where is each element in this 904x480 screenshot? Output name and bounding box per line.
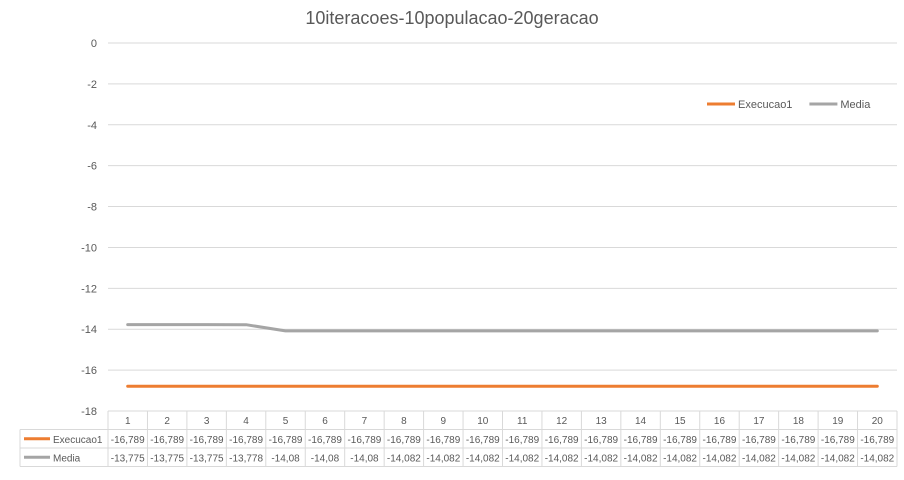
x-tick-label: 17 — [753, 416, 765, 427]
x-tick-label: 3 — [204, 416, 210, 427]
table-cell-value: -14,082 — [781, 453, 815, 464]
legend-label: Media — [840, 99, 871, 111]
x-tick-label: 7 — [362, 416, 368, 427]
table-cell-value: -14,082 — [821, 453, 855, 464]
y-tick-label: -10 — [81, 242, 97, 254]
x-tick-label: 8 — [401, 416, 407, 427]
chart-title: 10iteracoes-10populacao-20geracao — [305, 8, 599, 28]
table-cell-value: -16,789 — [584, 435, 618, 446]
table-cell-value: -16,789 — [821, 435, 855, 446]
y-axis-tick-labels: 0 -2 -4 -6 -8 -10 -12 -14 -16 -18 — [81, 38, 97, 418]
x-tick-label: 9 — [441, 416, 447, 427]
table-cell-value: -16,789 — [663, 435, 697, 446]
data-table: 1 2 3 4 5 6 7 8 9 10 11 12 13 14 15 16 17 18 19 20Execucao1… — [19, 410, 898, 467]
table-cell-value: -14,08 — [311, 453, 340, 464]
x-tick-label: 11 — [517, 416, 528, 427]
table-cell-value: -13,775 — [111, 453, 145, 464]
table-cell-value: -16,789 — [505, 435, 539, 446]
table-cell-value: -16,789 — [426, 435, 460, 446]
table-cell-value: -16,789 — [703, 435, 737, 446]
x-tick-label: 4 — [243, 416, 249, 427]
x-tick-label: 1 — [125, 416, 131, 427]
table-cell-value: -14,082 — [466, 453, 500, 464]
y-tick-label: -8 — [87, 202, 97, 214]
table-cell-value: -16,789 — [860, 435, 894, 446]
y-tick-label: -14 — [81, 324, 97, 336]
table-cell-value: -14,082 — [624, 453, 658, 464]
table-cell-value: -16,789 — [387, 435, 421, 446]
x-tick-label: 6 — [322, 416, 328, 427]
x-tick-label: 18 — [793, 416, 805, 427]
table-cell-value: -13,778 — [229, 453, 263, 464]
table-cell-value: -16,789 — [229, 435, 263, 446]
table-cell-value: -16,789 — [150, 435, 184, 446]
table-cell-value: -16,789 — [624, 435, 658, 446]
table-cell-value: -13,775 — [150, 453, 184, 464]
x-tick-label: 15 — [674, 416, 686, 427]
table-cell-value: -14,08 — [271, 453, 300, 464]
table-cell-value: -14,08 — [350, 453, 379, 464]
y-tick-label: -16 — [81, 365, 97, 377]
table-cell-value: -14,082 — [505, 453, 539, 464]
table-cell-value: -14,082 — [387, 453, 421, 464]
x-tick-label: 5 — [283, 416, 289, 427]
series-lines — [126, 323, 879, 388]
x-tick-label: 19 — [832, 416, 844, 427]
table-cell-value: -14,082 — [663, 453, 697, 464]
table-series-label: Media — [53, 453, 81, 464]
table-cell-value: -16,789 — [111, 435, 145, 446]
x-tick-label: 10 — [477, 416, 489, 427]
table-cell-value: -16,789 — [466, 435, 500, 446]
table-series-label: Execucao1 — [53, 435, 103, 446]
x-tick-label: 13 — [596, 416, 608, 427]
y-tick-label: -4 — [87, 120, 97, 132]
x-tick-label: 12 — [556, 416, 568, 427]
table-cell-value: -16,789 — [347, 435, 381, 446]
gridlines — [108, 42, 897, 371]
table-cell-value: -16,789 — [742, 435, 776, 446]
series-line-media — [126, 323, 879, 333]
y-tick-label: -6 — [87, 161, 97, 173]
x-tick-label: 14 — [635, 416, 647, 427]
table-cell-value: -14,082 — [703, 453, 737, 464]
table-cell-value: -14,082 — [860, 453, 894, 464]
y-tick-label: -12 — [81, 283, 97, 295]
table-cell-value: -14,082 — [426, 453, 460, 464]
y-tick-label: 0 — [91, 38, 97, 50]
x-tick-label: 20 — [872, 416, 884, 427]
legend: Execucao1 Media — [707, 99, 871, 111]
table-cell-value: -13,775 — [190, 453, 224, 464]
table-cell-value: -16,789 — [269, 435, 303, 446]
table-cell-value: -14,082 — [742, 453, 776, 464]
y-tick-label: -2 — [87, 79, 97, 91]
x-tick-label: 2 — [164, 416, 170, 427]
y-tick-label: -18 — [81, 406, 97, 418]
table-cell-value: -16,789 — [308, 435, 342, 446]
table-cell-value: -14,082 — [584, 453, 618, 464]
table-cell-value: -14,082 — [545, 453, 579, 464]
table-cell-value: -16,789 — [190, 435, 224, 446]
x-tick-label: 16 — [714, 416, 726, 427]
legend-label: Execucao1 — [738, 99, 792, 111]
table-cell-value: -16,789 — [781, 435, 815, 446]
table-cell-value: -16,789 — [545, 435, 579, 446]
